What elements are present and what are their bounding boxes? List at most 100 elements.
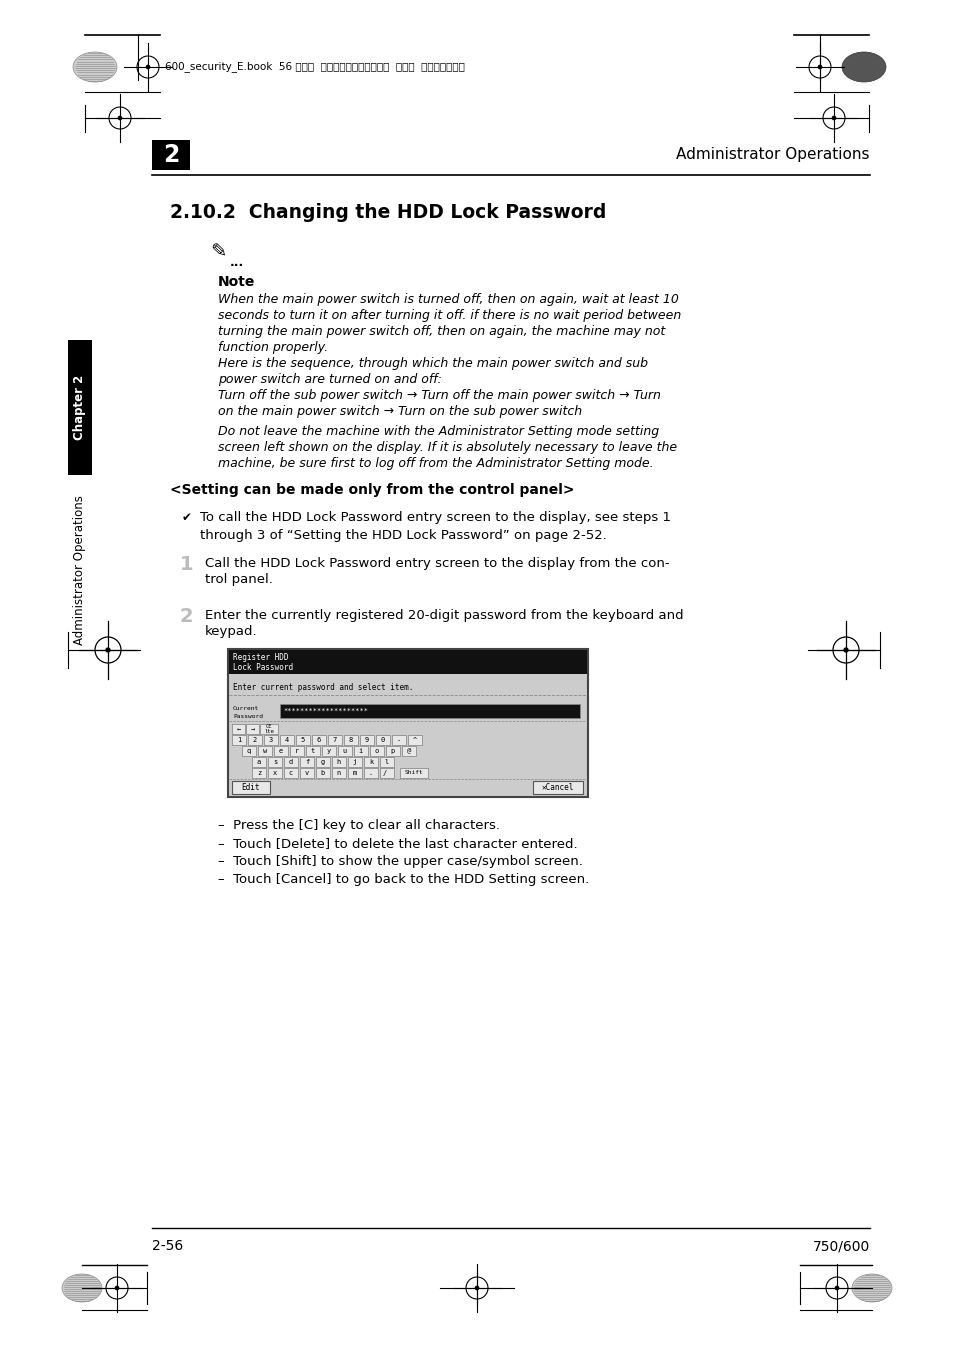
Text: 9: 9 [364,737,369,742]
Circle shape [115,1287,118,1289]
FancyBboxPatch shape [348,768,361,778]
Text: on the main power switch → Turn on the sub power switch: on the main power switch → Turn on the s… [218,405,581,418]
Text: 4: 4 [285,737,289,742]
FancyBboxPatch shape [295,734,310,745]
Text: a: a [256,759,261,765]
Text: Note: Note [218,275,255,289]
Text: Enter the currently registered 20-digit password from the keyboard and: Enter the currently registered 20-digit … [205,609,683,622]
Text: 1: 1 [236,737,241,742]
FancyBboxPatch shape [280,703,579,718]
FancyBboxPatch shape [399,768,428,778]
Text: m: m [353,769,356,776]
Text: 0: 0 [380,737,385,742]
Text: q: q [247,748,251,755]
FancyBboxPatch shape [392,734,406,745]
Text: Current: Current [233,706,259,710]
Text: v: v [305,769,309,776]
Text: x: x [273,769,276,776]
FancyBboxPatch shape [364,757,377,767]
Text: k: k [369,759,373,765]
FancyBboxPatch shape [264,734,277,745]
Text: –  Touch [Shift] to show the upper case/symbol screen.: – Touch [Shift] to show the upper case/s… [218,855,582,868]
FancyBboxPatch shape [290,747,304,756]
Circle shape [118,116,122,120]
FancyBboxPatch shape [306,747,319,756]
FancyBboxPatch shape [354,747,368,756]
Text: u: u [342,748,347,755]
Text: Administrator Operations: Administrator Operations [73,495,87,645]
Text: f: f [305,759,309,765]
FancyBboxPatch shape [370,747,384,756]
FancyBboxPatch shape [68,340,91,475]
Text: turning the main power switch off, then on again, the machine may not: turning the main power switch off, then … [218,325,664,339]
FancyBboxPatch shape [232,782,270,794]
Text: keypad.: keypad. [205,625,257,639]
Text: ^: ^ [413,737,416,742]
FancyBboxPatch shape [257,747,272,756]
Text: c: c [289,769,293,776]
Text: 2-56: 2-56 [152,1239,183,1253]
FancyBboxPatch shape [252,768,266,778]
FancyBboxPatch shape [364,768,377,778]
Text: ←: ← [236,726,240,732]
Circle shape [146,65,150,69]
Text: Register HDD: Register HDD [233,653,288,663]
FancyBboxPatch shape [274,747,288,756]
Text: /: / [382,769,391,776]
FancyBboxPatch shape [232,724,245,734]
FancyBboxPatch shape [284,757,297,767]
Text: 2: 2 [253,737,257,742]
Text: Chapter 2: Chapter 2 [73,375,87,440]
Text: g: g [320,759,325,765]
Text: -: - [396,737,400,742]
Text: ✎: ✎ [210,243,226,262]
FancyBboxPatch shape [280,734,294,745]
Text: 6: 6 [316,737,321,742]
FancyBboxPatch shape [386,747,399,756]
Text: e: e [278,748,283,755]
Text: –  Touch [Cancel] to go back to the HDD Setting screen.: – Touch [Cancel] to go back to the HDD S… [218,873,589,886]
FancyBboxPatch shape [229,649,586,674]
Text: @: @ [406,748,411,755]
FancyBboxPatch shape [332,768,346,778]
FancyBboxPatch shape [152,140,190,170]
Text: Shift: Shift [404,771,423,775]
Ellipse shape [73,53,117,82]
Text: 5: 5 [300,737,305,742]
Text: <Setting can be made only from the control panel>: <Setting can be made only from the contr… [170,483,574,497]
Text: ✔: ✔ [182,512,192,525]
Text: o: o [375,748,378,755]
FancyBboxPatch shape [332,757,346,767]
Text: s: s [273,759,276,765]
Text: screen left shown on the display. If it is absolutely necessary to leave the: screen left shown on the display. If it … [218,441,677,455]
FancyBboxPatch shape [268,757,282,767]
FancyBboxPatch shape [232,734,246,745]
Text: Turn off the sub power switch → Turn off the main power switch → Turn: Turn off the sub power switch → Turn off… [218,390,660,402]
Text: machine, be sure first to log off from the Administrator Setting mode.: machine, be sure first to log off from t… [218,458,653,471]
Text: y: y [327,748,331,755]
FancyBboxPatch shape [408,734,421,745]
Text: Call the HDD Lock Password entry screen to the display from the con-: Call the HDD Lock Password entry screen … [205,558,669,571]
Text: Edit: Edit [241,783,260,792]
Text: 2.10.2  Changing the HDD Lock Password: 2.10.2 Changing the HDD Lock Password [170,202,606,221]
Text: 2: 2 [163,143,179,167]
Text: z: z [256,769,261,776]
FancyBboxPatch shape [228,649,587,796]
Text: –  Touch [Delete] to delete the last character entered.: – Touch [Delete] to delete the last char… [218,837,577,850]
Text: r: r [294,748,299,755]
Text: 7: 7 [333,737,336,742]
Text: p: p [391,748,395,755]
FancyBboxPatch shape [284,768,297,778]
FancyBboxPatch shape [328,734,341,745]
FancyBboxPatch shape [246,724,258,734]
Text: Lock Password: Lock Password [233,663,293,672]
Text: To call the HDD Lock Password entry screen to the display, see steps 1: To call the HDD Lock Password entry scre… [200,512,670,525]
FancyBboxPatch shape [268,768,282,778]
FancyBboxPatch shape [315,768,330,778]
Text: through 3 of “Setting the HDD Lock Password” on page 2-52.: through 3 of “Setting the HDD Lock Passw… [200,528,606,541]
Text: ✕Cancel: ✕Cancel [541,783,574,792]
Ellipse shape [851,1274,891,1301]
Text: –  Press the [C] key to clear all characters.: – Press the [C] key to clear all charact… [218,819,499,832]
FancyBboxPatch shape [379,757,394,767]
Text: l: l [384,759,389,765]
